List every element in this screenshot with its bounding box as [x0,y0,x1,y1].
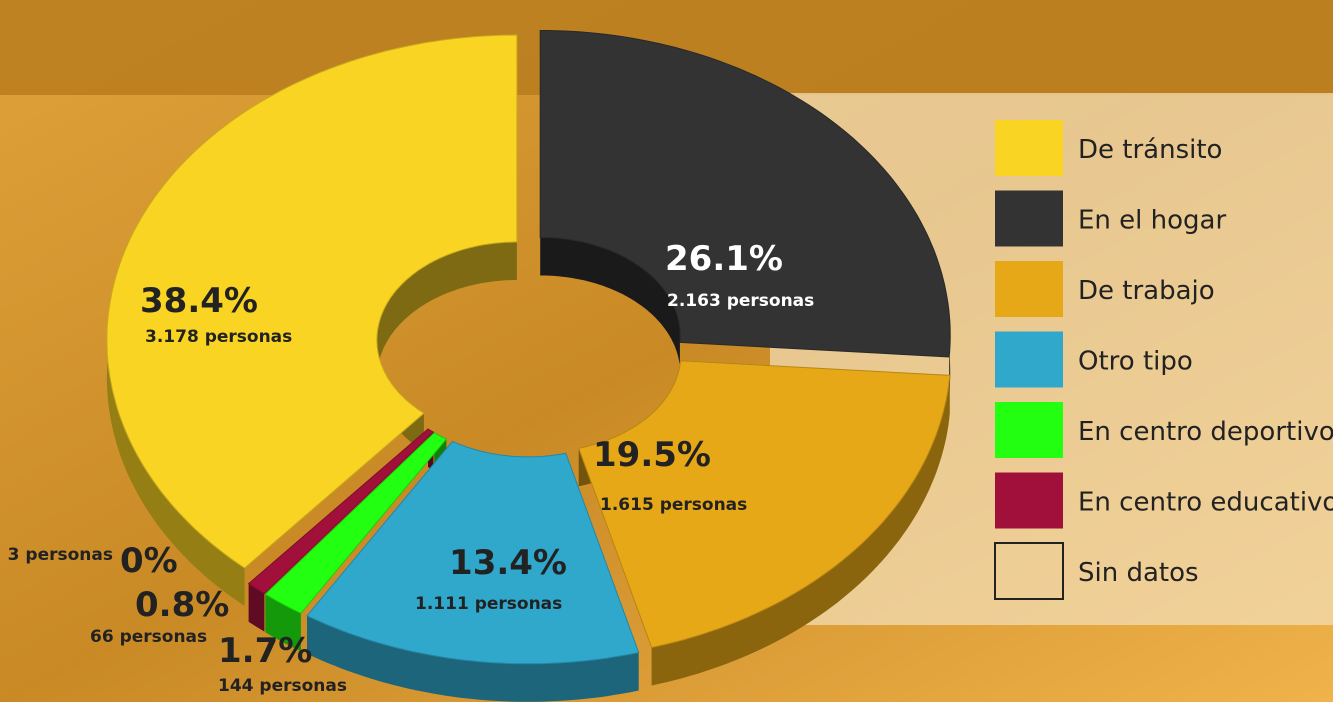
value-label: 38.4% [140,281,258,321]
value-label: 26.1% [665,239,783,279]
count-label: 1.111 personas [415,594,562,614]
count-label: 2.163 personas [667,291,814,311]
legend-swatch [995,191,1063,247]
count-label: 144 personas [218,676,347,696]
count-label: 3 personas [8,545,113,565]
legend-swatch [995,332,1063,388]
legend-label: En centro educativo [1078,488,1333,518]
chart: 38.4% 3.178 personas 26.1% 2.163 personas 19… [0,0,1333,702]
legend-swatch [995,473,1063,529]
legend-swatch [995,120,1063,176]
count-label: 1.615 personas [600,495,747,515]
value-label: 0.8% [135,585,229,625]
count-label: 3.178 personas [145,327,292,347]
value-label: 0% [120,541,178,581]
legend-label: Otro tipo [1078,347,1193,377]
count-label: 66 personas [90,627,207,647]
legend-swatch [995,402,1063,458]
value-label: 13.4% [449,543,567,583]
legend-swatch [995,261,1063,317]
legend-label: De trabajo [1078,276,1215,306]
value-label: 1.7% [218,631,312,671]
legend-label: En centro deportivo [1078,417,1333,447]
page: 38.4% 3.178 personas 26.1% 2.163 personas 19… [0,0,1333,702]
legend-label: Sin datos [1078,558,1199,588]
legend-label: De tránsito [1078,135,1222,165]
value-label: 19.5% [593,435,711,475]
legend-label: En el hogar [1078,206,1226,236]
